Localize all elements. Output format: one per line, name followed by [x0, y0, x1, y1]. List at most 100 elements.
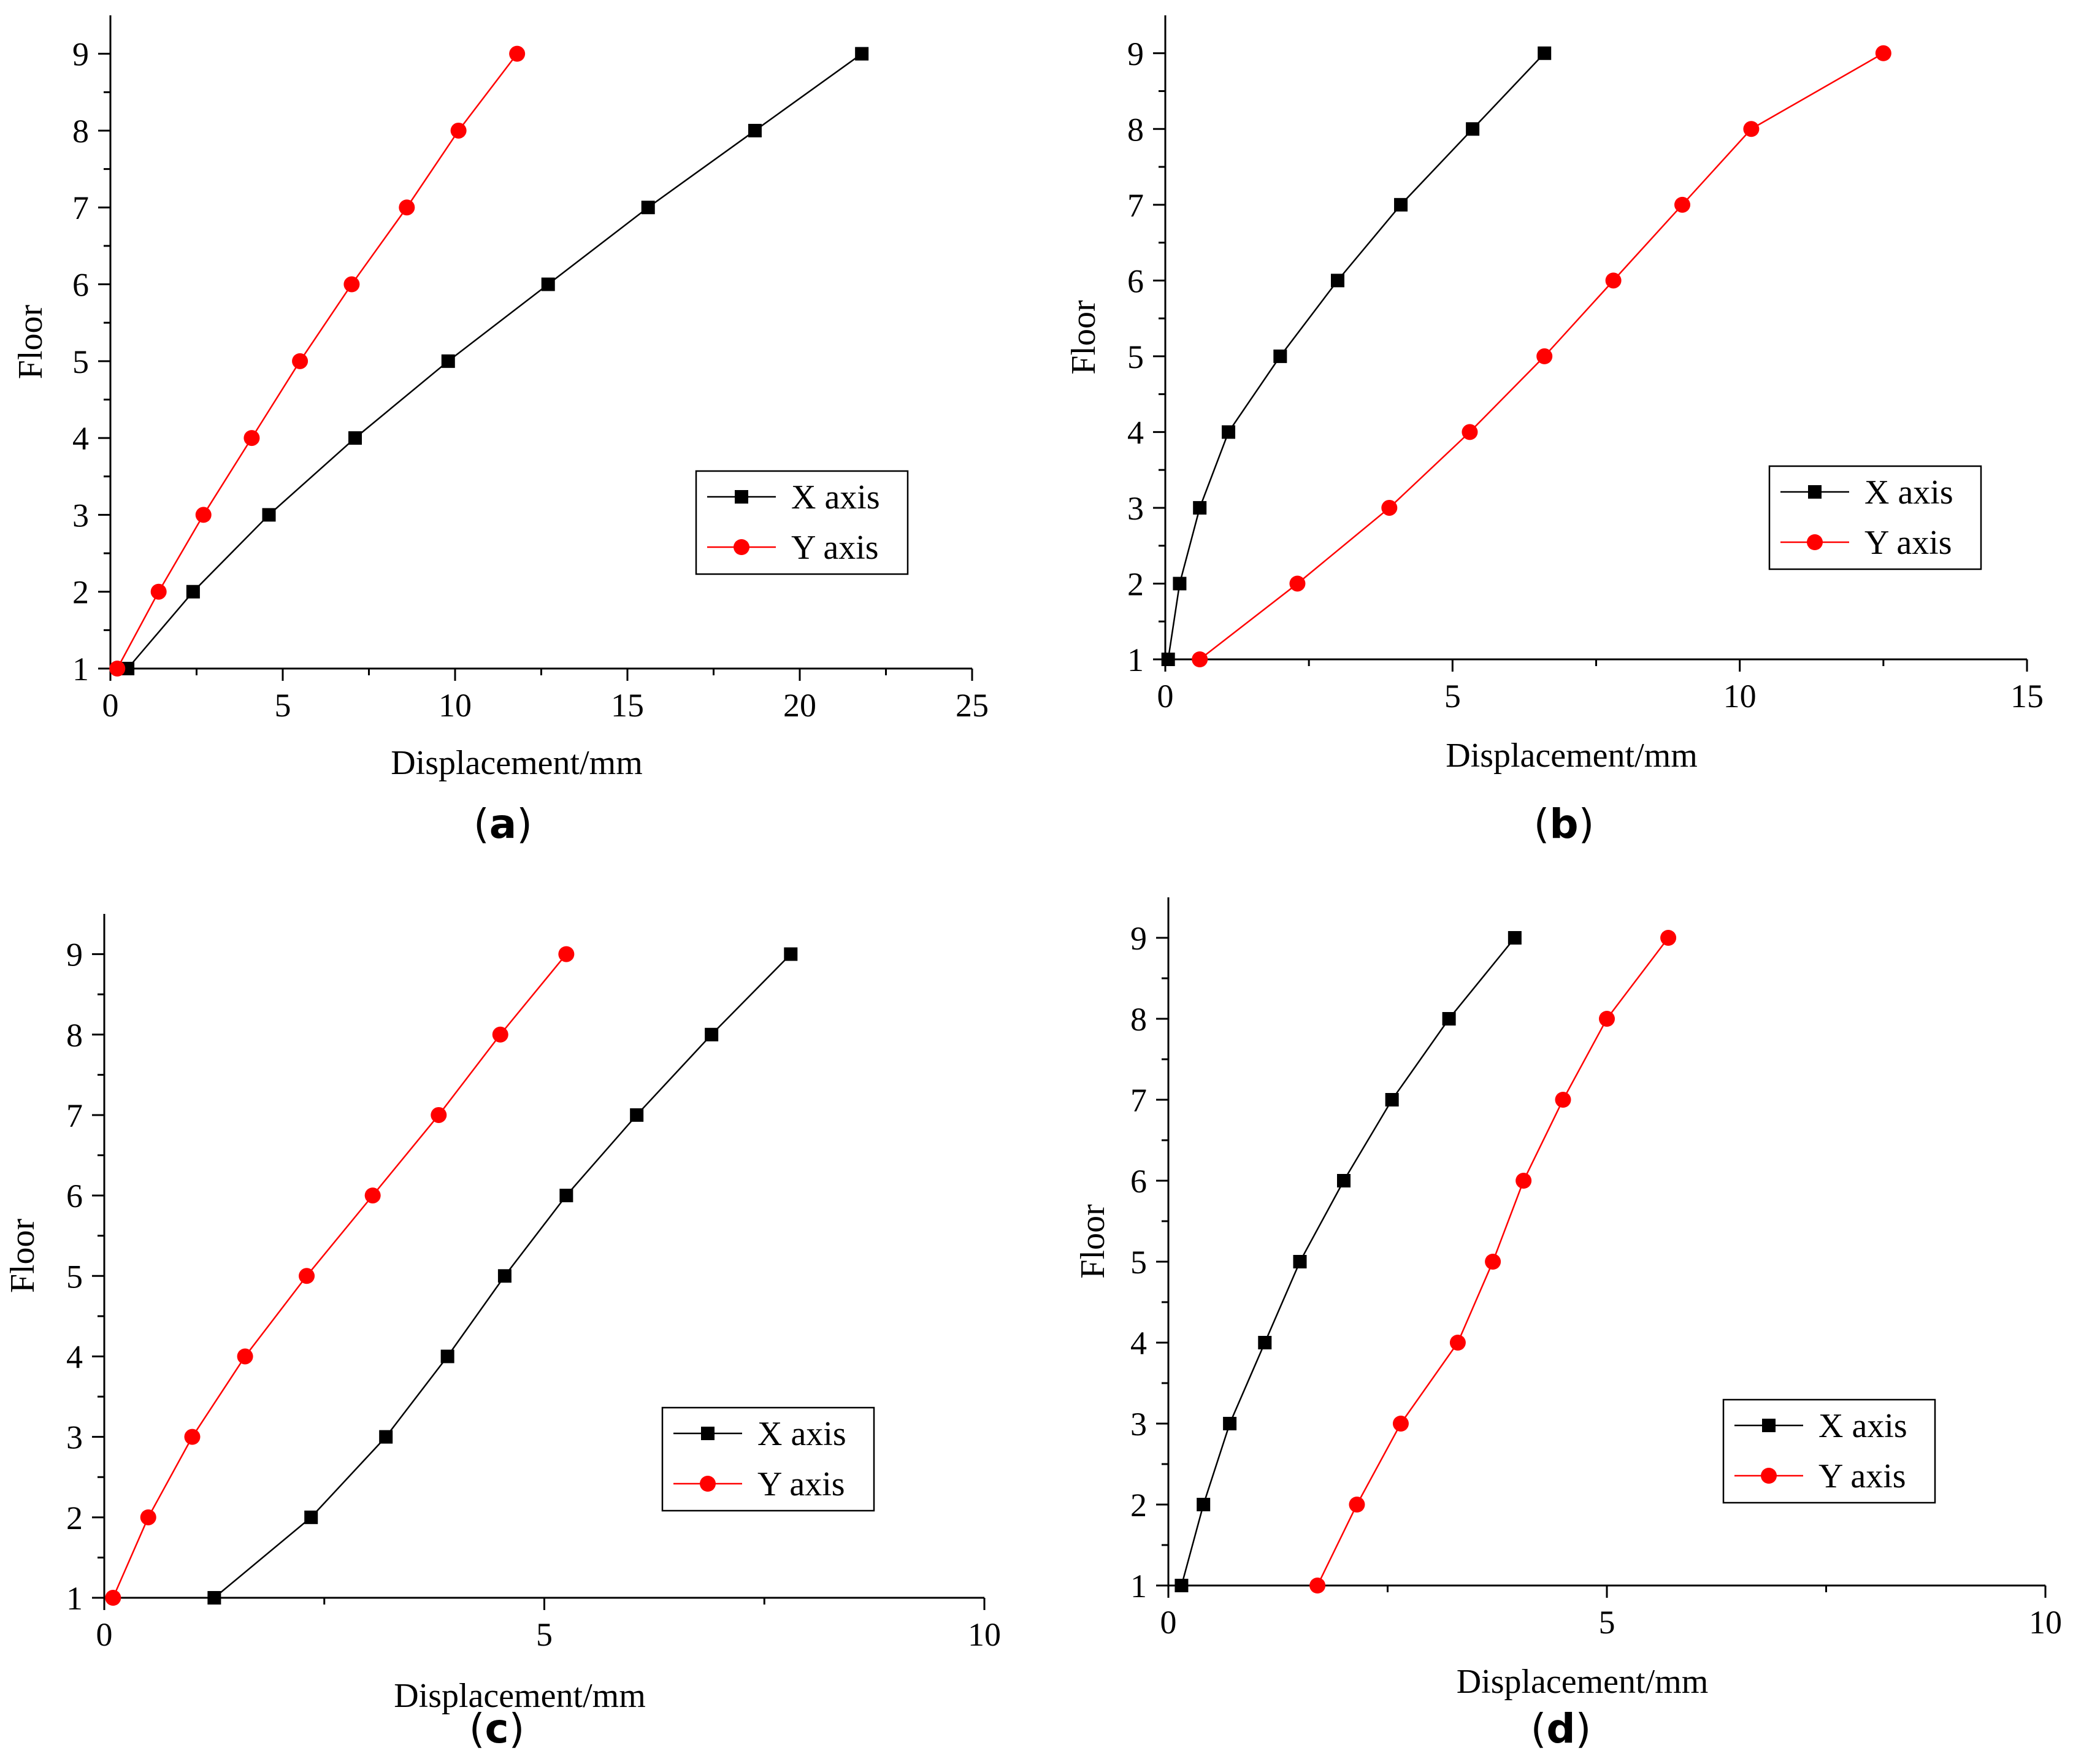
y-tick-label: 1	[1127, 642, 1144, 678]
legend-marker-x-axis	[701, 1427, 715, 1440]
y-tick-label: 4	[1130, 1325, 1147, 1362]
data-point-x-axis	[855, 47, 869, 61]
data-point-y-axis	[399, 199, 415, 216]
data-point-x-axis	[1197, 1498, 1211, 1511]
legend-label-y-axis: Y axis	[757, 1465, 845, 1503]
legend-marker-y-axis	[734, 539, 749, 555]
panel-caption-c: (c)	[469, 1705, 525, 1752]
data-point-y-axis	[1192, 651, 1208, 667]
data-point-y-axis	[1599, 1011, 1615, 1027]
panel-caption-b: (b)	[1533, 800, 1595, 848]
legend-box	[695, 470, 909, 575]
data-point-x-axis	[1161, 653, 1175, 666]
data-point-x-axis	[1174, 1579, 1189, 1592]
x-tick-label: 10	[1723, 678, 1757, 715]
y-axis-label: Floor	[12, 304, 50, 379]
data-point-y-axis	[184, 1428, 201, 1445]
data-point-x-axis	[1337, 1174, 1351, 1187]
y-tick-label: 8	[1127, 111, 1144, 148]
data-point-x-axis	[1223, 1417, 1237, 1430]
y-tick-label: 3	[66, 1419, 83, 1456]
x-tick-label: 25	[956, 687, 989, 724]
y-tick-label: 4	[1127, 414, 1144, 451]
y-tick-label: 7	[72, 190, 89, 226]
x-tick-label: 0	[1157, 678, 1174, 715]
data-point-x-axis	[497, 1269, 512, 1283]
data-point-y-axis	[1381, 499, 1398, 516]
data-point-x-axis	[784, 947, 798, 961]
data-point-x-axis	[262, 508, 276, 522]
data-point-y-axis	[1743, 121, 1760, 137]
data-point-x-axis	[1538, 46, 1552, 60]
data-point-y-axis	[195, 507, 212, 523]
data-point-x-axis	[186, 585, 200, 599]
x-tick-label: 0	[102, 687, 119, 724]
x-tick-label: 0	[1160, 1604, 1177, 1641]
y-tick-label: 8	[66, 1017, 83, 1054]
y-tick-label: 7	[66, 1097, 83, 1134]
y-tick-label: 3	[1130, 1406, 1147, 1443]
data-point-y-axis	[1309, 1578, 1326, 1593]
x-tick-label: 10	[439, 687, 472, 724]
panel-label-a: a	[489, 800, 517, 848]
legend-label-y-axis: Y axis	[1864, 524, 1952, 562]
y-tick-label: 6	[72, 267, 89, 304]
y-tick-label: 8	[72, 113, 89, 150]
data-point-y-axis	[364, 1187, 381, 1204]
x-tick-label: 0	[96, 1616, 113, 1653]
legend-label-x-axis: X axis	[1818, 1407, 1907, 1445]
y-tick-label: 3	[1127, 490, 1144, 527]
panel-caption-a: (a)	[473, 800, 533, 848]
data-point-x-axis	[207, 1591, 221, 1605]
legend-box	[1768, 465, 1982, 570]
legend-marker-y-axis	[700, 1476, 716, 1492]
x-tick-label: 10	[2029, 1604, 2062, 1641]
data-point-x-axis	[348, 431, 362, 445]
data-point-x-axis	[748, 123, 762, 137]
legend-marker-y-axis	[1807, 534, 1823, 550]
data-point-x-axis	[379, 1430, 393, 1444]
data-point-y-axis	[1462, 424, 1478, 440]
y-tick-label: 2	[1130, 1487, 1147, 1524]
data-point-y-axis	[150, 583, 167, 600]
panel-label-d: d	[1546, 1705, 1576, 1752]
series-line-x-axis	[1167, 52, 1546, 660]
y-tick-label: 1	[66, 1580, 83, 1617]
y-tick-label: 8	[1130, 1001, 1147, 1038]
legend-label-y-axis: Y axis	[791, 529, 879, 567]
data-point-y-axis	[105, 1590, 121, 1606]
data-point-x-axis	[441, 354, 455, 368]
data-point-x-axis	[1222, 425, 1236, 439]
panel-label-c: c	[485, 1705, 509, 1752]
data-point-y-axis	[1392, 1416, 1409, 1432]
y-tick-label: 7	[1127, 187, 1144, 224]
legend-box	[1722, 1398, 1936, 1504]
data-point-y-axis	[243, 430, 260, 447]
data-point-x-axis	[1193, 500, 1207, 515]
data-point-x-axis	[1394, 197, 1408, 212]
x-axis-label: Displacement/mm	[1446, 737, 1698, 775]
legend-marker-x-axis	[1808, 485, 1822, 499]
legend-label-x-axis: X axis	[757, 1415, 846, 1453]
data-point-y-axis	[492, 1026, 508, 1043]
y-tick-label: 5	[66, 1258, 83, 1295]
chart-panel-c: 0 5 10 1 2 3 4 5 6 7 8 9 Displacement/mm Floor X axis Y…	[4, 914, 1001, 1715]
data-point-x-axis	[1293, 1255, 1307, 1268]
y-tick-label: 9	[72, 36, 89, 73]
data-point-y-axis	[1289, 575, 1306, 592]
x-axis-label: Displacement/mm	[394, 1677, 646, 1715]
x-tick-label: 5	[1599, 1604, 1615, 1641]
legend-box	[661, 1406, 875, 1512]
chart-panel-d: 0 5 10 1 2 3 4 5 6 7 8 9 Displacement/mm Floor X axis Y…	[1074, 897, 2062, 1701]
data-point-y-axis	[450, 122, 467, 139]
x-tick-label: 5	[536, 1616, 553, 1653]
legend-label-x-axis: X axis	[1864, 474, 1953, 512]
data-point-y-axis	[1449, 1335, 1466, 1351]
panel-label-b: b	[1549, 800, 1579, 848]
x-tick-label: 5	[1444, 678, 1461, 715]
data-point-x-axis	[705, 1027, 719, 1041]
x-axis-label: Displacement/mm	[391, 744, 643, 782]
data-point-y-axis	[343, 276, 360, 293]
legend-label-y-axis: Y axis	[1818, 1457, 1906, 1495]
